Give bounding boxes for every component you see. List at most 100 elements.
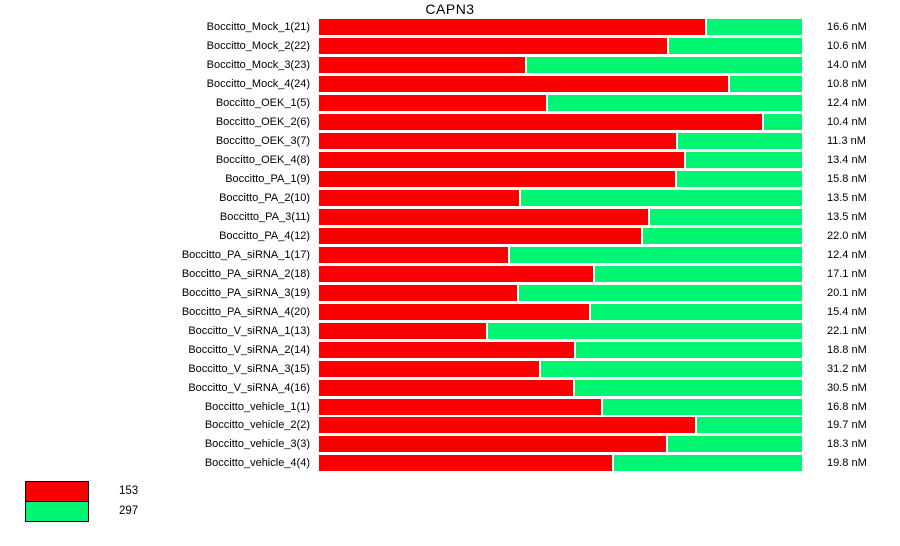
- row-label: Boccitto_OEK_3(7): [215, 135, 310, 148]
- chart-row: Boccitto_PA_3(11) 13.5 nM: [0, 208, 900, 227]
- row-value: 10.4 nM: [827, 116, 867, 129]
- bar-segment-red: [319, 171, 675, 188]
- bar-segment-green: [594, 265, 802, 282]
- stacked-bar: [319, 133, 802, 150]
- row-label: Boccitto_PA_siRNA_2(18): [181, 267, 310, 280]
- row-value: 31.2 nM: [827, 362, 867, 375]
- bar-segment-green: [614, 455, 802, 472]
- chart-row: Boccitto_vehicle_4(4) 19.8 nM: [0, 454, 900, 473]
- row-value: 30.5 nM: [827, 381, 867, 394]
- chart-row: Boccitto_vehicle_2(2) 19.7 nM: [0, 416, 900, 435]
- row-label: Boccitto_PA_2(10): [219, 192, 310, 205]
- stacked-bar: [319, 57, 802, 74]
- bar-segment-red: [319, 379, 573, 396]
- chart-row: Boccitto_V_siRNA_1(13) 22.1 nM: [0, 321, 900, 340]
- stacked-bar: [319, 360, 802, 377]
- legend-swatch-green: [25, 501, 89, 522]
- bar-segment-red: [319, 209, 648, 225]
- chart-row: Boccitto_Mock_3(23) 14.0 nM: [0, 56, 900, 75]
- chart-row: Boccitto_Mock_4(24) 10.8 nM: [0, 75, 900, 94]
- legend-swatch-red: [25, 481, 89, 502]
- bar-segment-green: [668, 436, 802, 453]
- bar-segment-red: [319, 455, 613, 472]
- row-label: Boccitto_OEK_1(5): [215, 97, 310, 110]
- stacked-bar: [319, 227, 802, 244]
- bar-segment-green: [763, 114, 802, 131]
- chart-row: Boccitto_PA_siRNA_3(19) 20.1 nM: [0, 283, 900, 302]
- row-value: 22.0 nM: [827, 229, 867, 242]
- row-label: Boccitto_V_siRNA_4(16): [188, 381, 310, 394]
- chart-row: Boccitto_vehicle_3(3) 18.3 nM: [0, 435, 900, 454]
- bar-segment-green: [590, 303, 802, 320]
- chart-row: Boccitto_PA_siRNA_2(18) 17.1 nM: [0, 264, 900, 283]
- bar-segment-green: [520, 190, 802, 207]
- bar-segment-green: [547, 95, 802, 112]
- bar-segment-green: [643, 227, 802, 244]
- stacked-bar: [319, 114, 802, 131]
- row-label: Boccitto_PA_siRNA_3(19): [181, 286, 310, 299]
- stacked-bar: [319, 38, 802, 55]
- row-value: 18.8 nM: [827, 343, 867, 356]
- stacked-bar: [319, 322, 802, 339]
- bar-segment-red: [319, 284, 517, 301]
- chart-row: Boccitto_PA_1(9) 15.8 nM: [0, 170, 900, 189]
- row-label: Boccitto_Mock_2(22): [206, 40, 310, 53]
- bar-segment-green: [730, 76, 802, 93]
- bar-segment-green: [575, 341, 802, 358]
- bar-segment-red: [319, 57, 526, 74]
- row-label: Boccitto_Mock_3(23): [206, 59, 310, 72]
- row-value: 13.5 nM: [827, 192, 867, 205]
- row-label: Boccitto_PA_3(11): [219, 211, 310, 223]
- bar-segment-green: [649, 209, 802, 225]
- row-value: 20.1 nM: [827, 286, 867, 299]
- legend-labels: 153 297: [119, 481, 138, 521]
- bar-segment-red: [319, 190, 519, 207]
- bar-segment-red: [319, 133, 676, 150]
- chart-row: Boccitto_V_siRNA_2(14) 18.8 nM: [0, 340, 900, 359]
- stacked-bar: [319, 152, 802, 169]
- bar-segment-green: [706, 19, 802, 36]
- stacked-bar: [319, 398, 802, 415]
- bar-segment-red: [319, 227, 642, 244]
- chart-rows: Boccitto_Mock_1(21) 16.6 nM Boccitto_Moc…: [0, 18, 900, 473]
- row-label: Boccitto_V_siRNA_1(13): [188, 324, 310, 337]
- row-value: 15.8 nM: [827, 173, 867, 186]
- chart-title: CAPN3: [425, 1, 475, 17]
- bar-segment-green: [677, 133, 802, 150]
- bar-segment-red: [319, 114, 762, 131]
- chart-row: Boccitto_OEK_2(6) 10.4 nM: [0, 113, 900, 132]
- stacked-bar: [319, 379, 802, 396]
- row-label: Boccitto_vehicle_2(2): [204, 419, 310, 432]
- row-value: 11.3 nM: [827, 135, 866, 148]
- row-label: Boccitto_vehicle_3(3): [204, 438, 310, 451]
- stacked-bar: [319, 190, 802, 207]
- chart-row: Boccitto_OEK_1(5) 12.4 nM: [0, 94, 900, 113]
- stacked-bar: [319, 209, 802, 225]
- row-label: Boccitto_OEK_2(6): [215, 116, 310, 129]
- bar-segment-red: [319, 303, 589, 320]
- bar-segment-red: [319, 19, 705, 36]
- row-value: 12.4 nM: [827, 248, 867, 261]
- bar-segment-green: [488, 322, 802, 339]
- bar-segment-green: [574, 379, 802, 396]
- stacked-bar: [319, 455, 802, 472]
- legend-swatches: [25, 481, 89, 522]
- chart-row: Boccitto_Mock_2(22) 10.6 nM: [0, 37, 900, 56]
- bar-segment-green: [509, 246, 802, 263]
- row-value: 13.4 nM: [827, 154, 867, 167]
- legend: 153 297: [25, 481, 138, 522]
- row-label: Boccitto_PA_siRNA_4(20): [181, 305, 310, 318]
- legend-label-green: 297: [119, 505, 139, 517]
- stacked-bar: [319, 436, 802, 453]
- chart-row: Boccitto_vehicle_1(1) 16.8 nM: [0, 397, 900, 416]
- row-value: 14.0 nM: [827, 59, 867, 72]
- chart-row: Boccitto_Mock_1(21) 16.6 nM: [0, 18, 900, 37]
- bar-segment-green: [676, 171, 802, 188]
- stacked-bar: [319, 171, 802, 188]
- bar-segment-red: [319, 246, 508, 263]
- chart-row: Boccitto_PA_4(12) 22.0 nM: [0, 226, 900, 245]
- row-value: 19.8 nM: [827, 457, 867, 470]
- row-label: Boccitto_vehicle_4(4): [204, 457, 310, 470]
- stacked-bar: [319, 246, 802, 263]
- bar-segment-green: [541, 360, 802, 377]
